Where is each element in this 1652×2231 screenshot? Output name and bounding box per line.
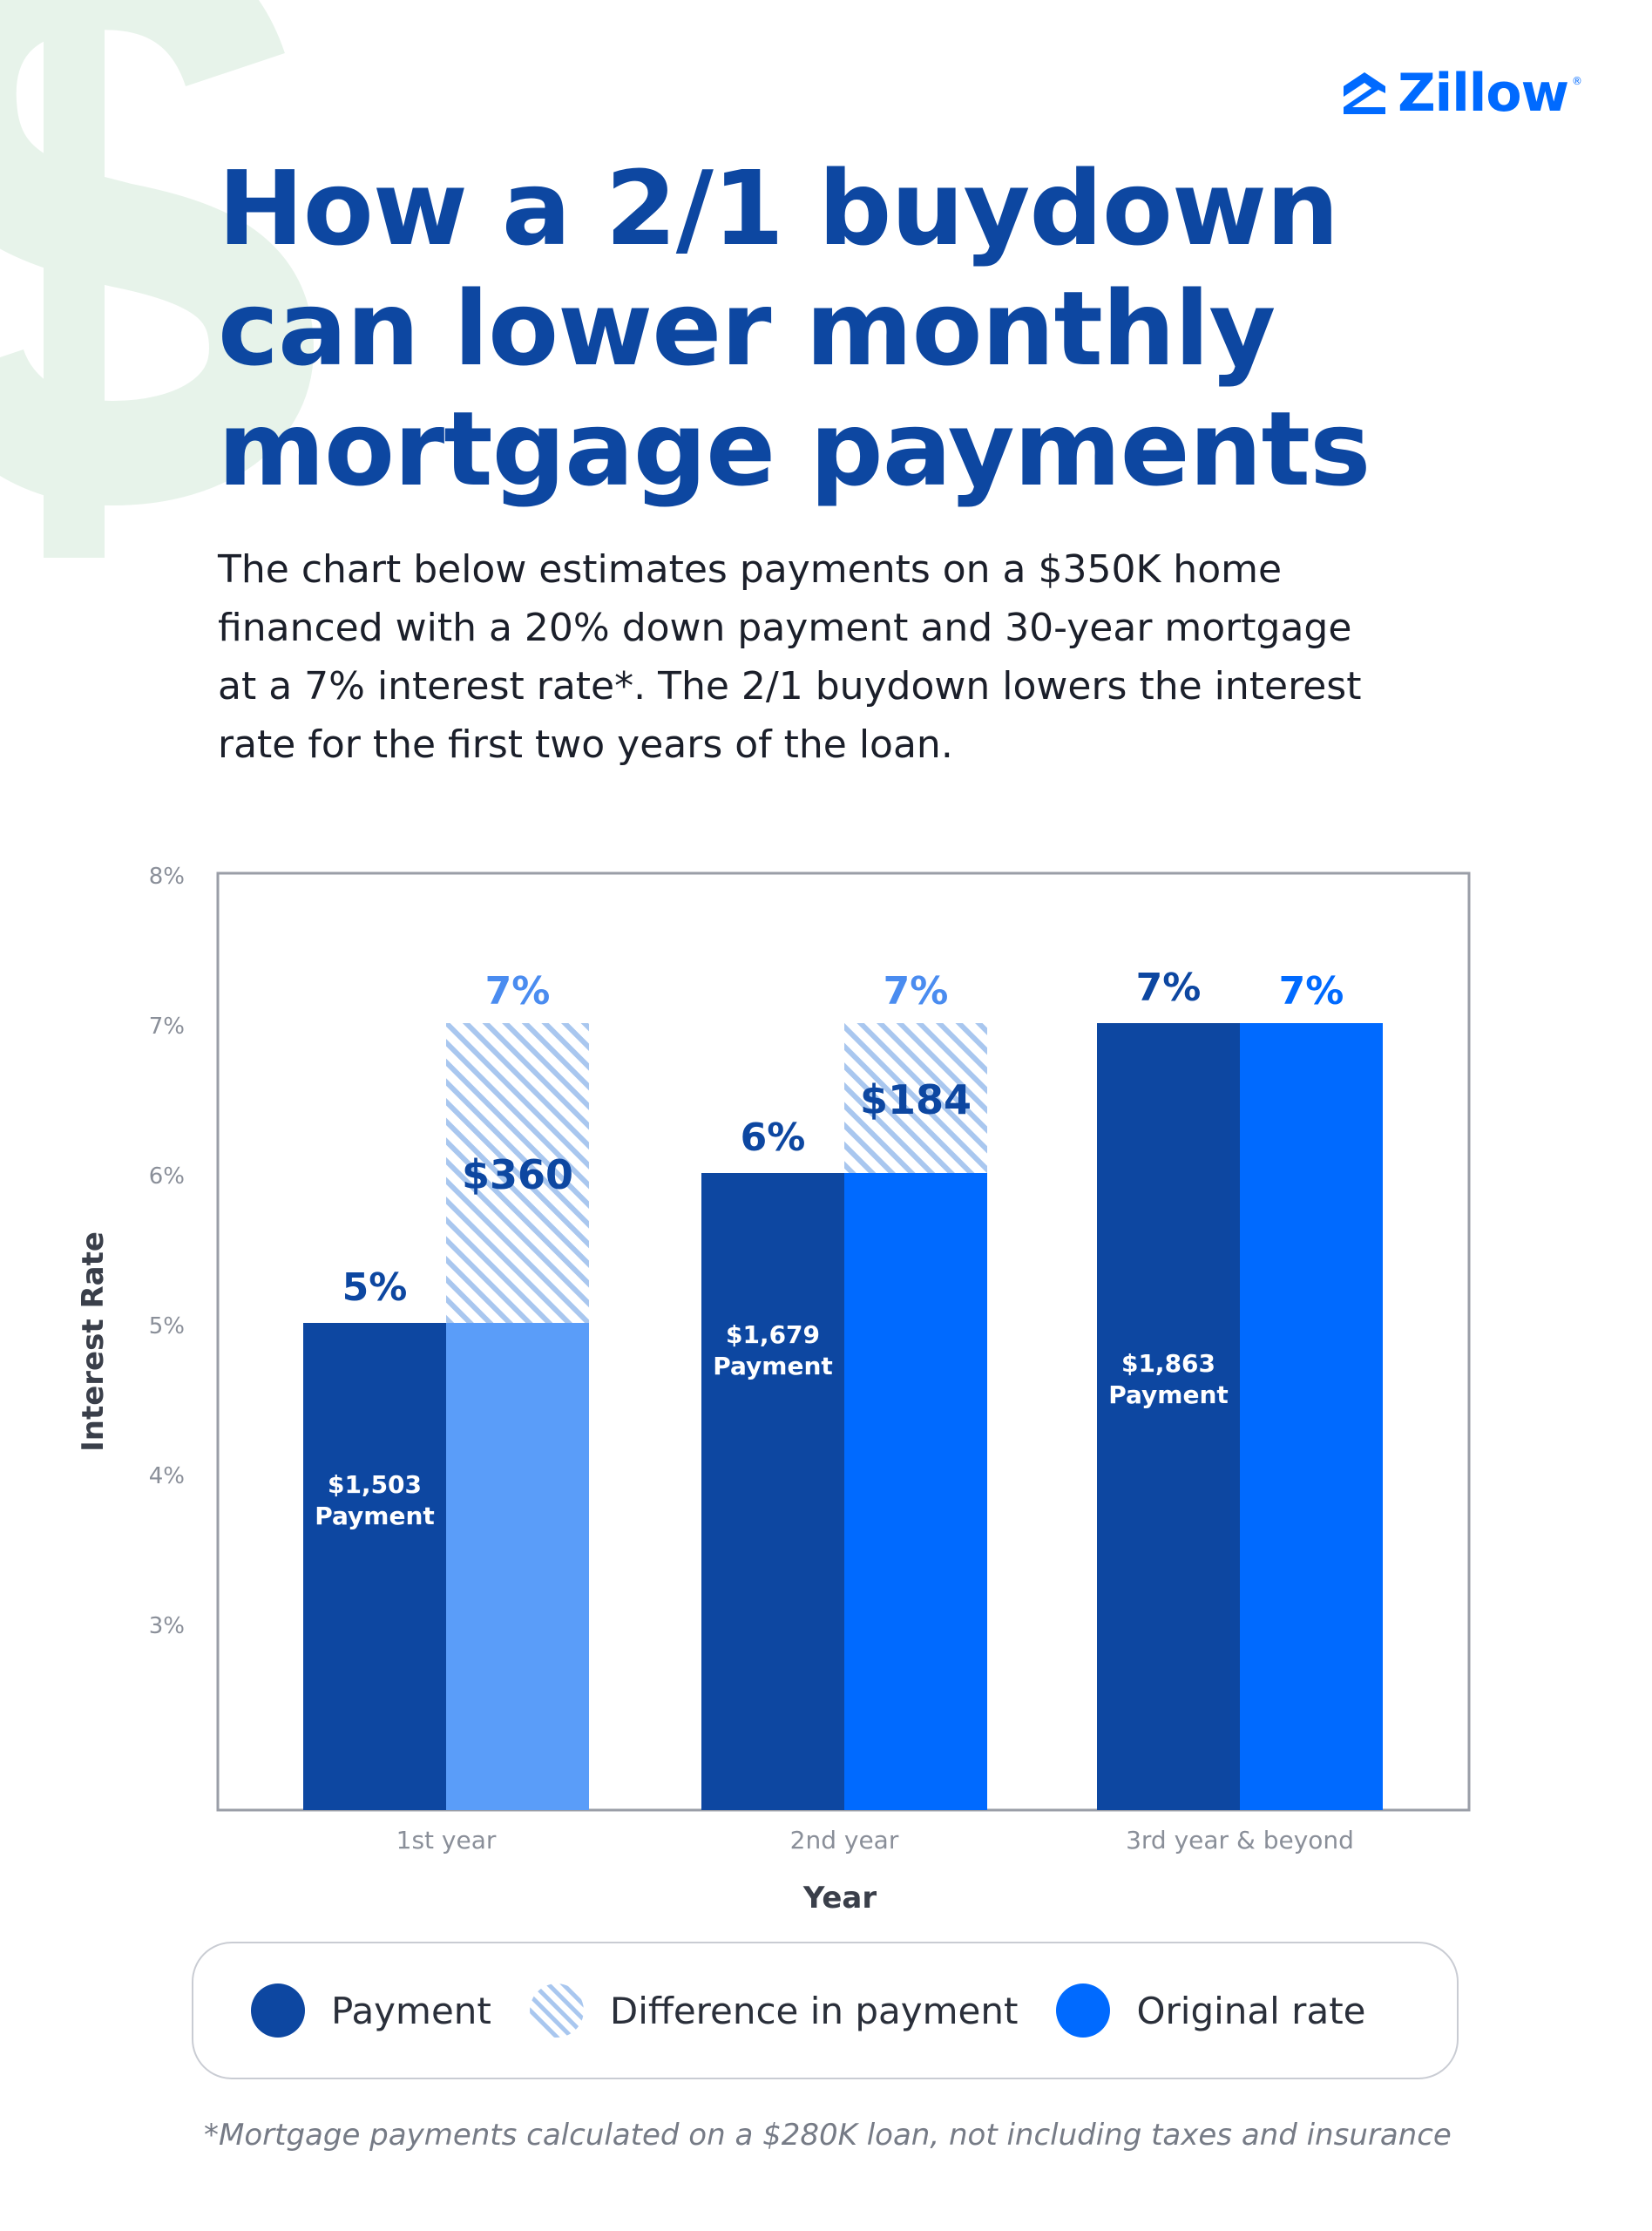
payment-swatch-icon xyxy=(251,1983,305,2038)
original-rate-swatch-icon xyxy=(1056,1983,1111,2038)
y-tick-label: 7% xyxy=(149,1014,185,1040)
legend-item-original-rate: Original rate xyxy=(1056,1983,1366,2038)
description-line: rate for the first two years of the loan… xyxy=(218,722,953,767)
title-line: mortgage payments xyxy=(218,389,1371,509)
description-line: at a 7% interest rate*. The 2/1 buydown … xyxy=(218,664,1362,709)
zillow-house-icon xyxy=(1344,72,1386,114)
x-tick-label: 2nd year xyxy=(790,1826,899,1855)
interest-rate-bar-chart: 8% 7% 6% 5% 4% 3% Interest Rate 5% 7% $360 $1,503 P… xyxy=(76,864,1471,1916)
hatch-swatch-icon xyxy=(529,1983,584,2038)
registered-mark: ® xyxy=(1572,75,1582,87)
chart-description: The chart below estimates payments on a … xyxy=(218,540,1507,774)
zillow-logo[interactable]: Zillow ® xyxy=(1340,63,1582,124)
legend-label: Difference in payment xyxy=(609,1989,1019,2032)
payment-rate-label: 7% xyxy=(1136,966,1202,1010)
difference-bar xyxy=(446,1023,589,1323)
payment-amount-label: $1,679 xyxy=(726,1320,820,1349)
original-rate-label: 7% xyxy=(485,969,551,1014)
original-rate-bar xyxy=(844,1173,987,1810)
description-line: The chart below estimates payments on a … xyxy=(218,547,1283,592)
dollar-sign-watermark xyxy=(0,0,314,558)
zillow-wordmark: Zillow xyxy=(1398,63,1569,124)
y-tick-label: 6% xyxy=(149,1163,185,1190)
legend-label: Payment xyxy=(331,1989,491,2032)
payment-word-label: Payment xyxy=(713,1352,833,1380)
payment-rate-label: 5% xyxy=(342,1265,408,1310)
original-rate-bar xyxy=(1240,1023,1383,1810)
payment-word-label: Payment xyxy=(315,1502,435,1530)
payment-word-label: Payment xyxy=(1108,1380,1229,1409)
payment-bar xyxy=(701,1173,844,1810)
original-rate-label: 7% xyxy=(884,969,949,1014)
payment-bar xyxy=(1097,1023,1240,1810)
legend-label: Original rate xyxy=(1136,1989,1366,2032)
chart-legend: Payment Difference in payment Original r… xyxy=(192,1942,1459,2079)
description-line: financed with a 20% down payment and 30-… xyxy=(218,606,1352,650)
difference-label: $360 xyxy=(462,1151,573,1198)
y-axis-title: Interest Rate xyxy=(76,1231,111,1452)
x-tick-label: 3rd year & beyond xyxy=(1126,1826,1354,1855)
y-tick-label: 3% xyxy=(149,1613,185,1639)
difference-label: $184 xyxy=(860,1076,972,1123)
x-tick-label: 1st year xyxy=(396,1826,497,1855)
y-tick-label: 8% xyxy=(149,864,185,890)
payment-bar xyxy=(303,1323,446,1810)
payment-amount-label: $1,863 xyxy=(1121,1349,1215,1378)
difference-bar xyxy=(844,1023,987,1173)
legend-item-payment: Payment xyxy=(251,1983,491,2038)
title-line: How a 2/1 buydown xyxy=(218,148,1339,268)
original-rate-bar xyxy=(446,1323,589,1810)
legend-item-difference: Difference in payment xyxy=(529,1983,1019,2038)
payment-rate-label: 6% xyxy=(741,1116,806,1160)
x-axis-title: Year xyxy=(802,1881,877,1916)
y-tick-label: 4% xyxy=(149,1463,185,1489)
footnote: *Mortgage payments calculated on a $280K… xyxy=(204,2118,1452,2153)
original-rate-label: 7% xyxy=(1279,969,1344,1014)
payment-amount-label: $1,503 xyxy=(328,1470,422,1499)
page-title: How a 2/1 buydown can lower monthly mort… xyxy=(218,148,1438,509)
y-tick-label: 5% xyxy=(149,1313,185,1339)
title-line: can lower monthly xyxy=(218,268,1276,389)
